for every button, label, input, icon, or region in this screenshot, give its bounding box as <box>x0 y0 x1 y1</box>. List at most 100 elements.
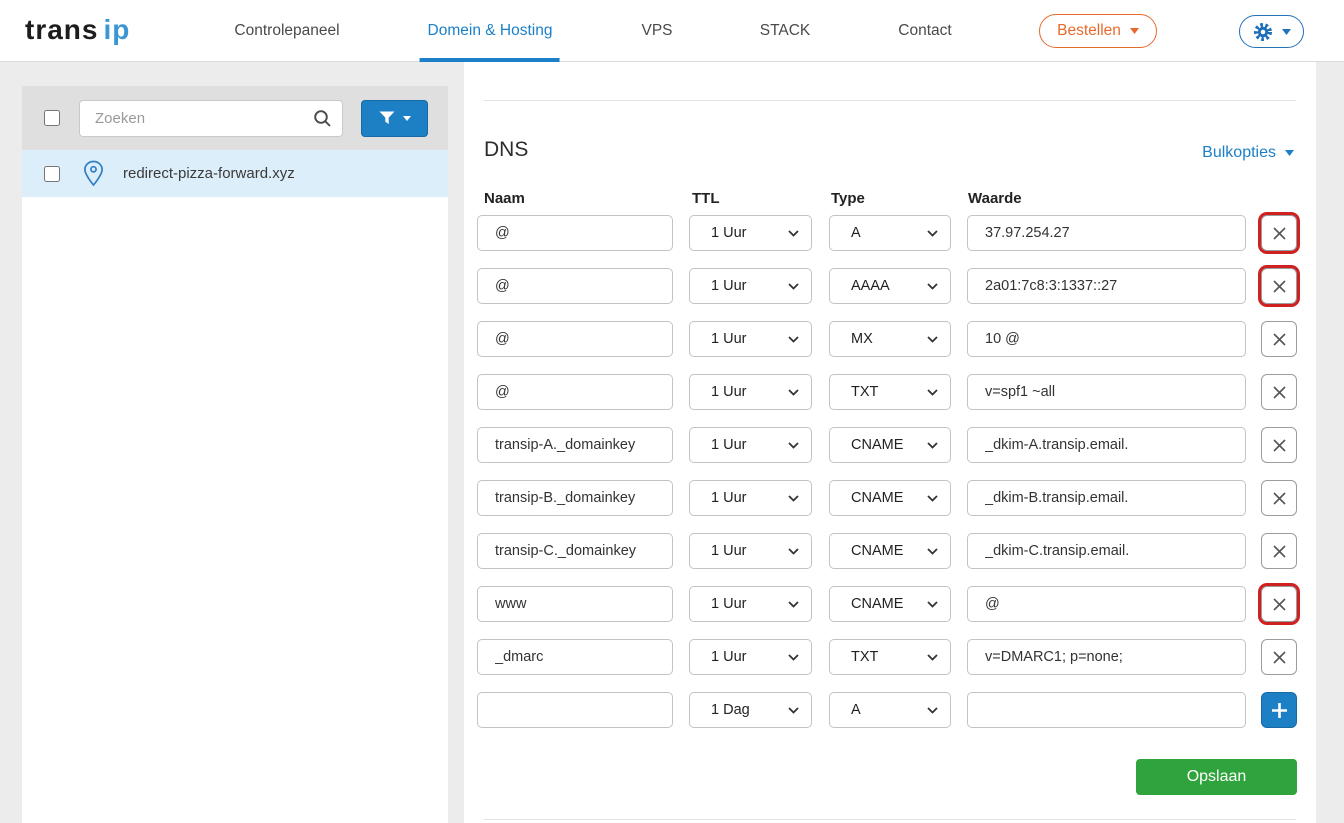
record-value-input[interactable] <box>967 374 1246 410</box>
chevron-down-icon <box>927 494 938 502</box>
delete-record-button[interactable] <box>1261 480 1297 516</box>
bestellen-button[interactable]: Bestellen <box>1039 14 1157 48</box>
record-value-input[interactable] <box>967 533 1246 569</box>
record-ttl-select[interactable]: 1 Uur <box>689 215 812 251</box>
dns-record-row: 1 Uur CNAME <box>477 427 1297 463</box>
record-ttl-select[interactable]: 1 Uur <box>689 639 812 675</box>
delete-record-button[interactable] <box>1261 374 1297 410</box>
record-type-select[interactable]: A <box>829 215 951 251</box>
domain-list-item[interactable]: redirect-pizza-forward.xyz <box>22 150 448 197</box>
gear-icon <box>1253 22 1272 41</box>
bulk-options-link[interactable]: Bulkopties <box>1202 144 1294 162</box>
record-value-input[interactable] <box>967 427 1246 463</box>
type-selected-value: TXT <box>851 649 879 665</box>
new-record-value-input[interactable] <box>967 692 1246 728</box>
add-record-button[interactable] <box>1261 692 1297 728</box>
delete-record-button[interactable] <box>1261 215 1297 251</box>
record-ttl-select[interactable]: 1 Uur <box>689 374 812 410</box>
nav-stack[interactable]: STACK <box>759 22 811 39</box>
nav-contact[interactable]: Contact <box>898 22 952 39</box>
nav-domein-hosting[interactable]: Domein & Hosting <box>427 22 553 39</box>
select-all-checkbox[interactable] <box>44 110 60 126</box>
record-ttl-select[interactable]: 1 Uur <box>689 321 812 357</box>
domain-checkbox[interactable] <box>44 165 60 182</box>
record-ttl-select[interactable]: 1 Uur <box>689 427 812 463</box>
delete-record-button[interactable] <box>1261 639 1297 675</box>
record-name-input[interactable] <box>477 268 673 304</box>
record-type-select[interactable]: MX <box>829 321 951 357</box>
top-header: trans ip Controlepaneel Domein & Hosting … <box>0 0 1344 62</box>
delete-x-icon <box>1272 226 1286 240</box>
ttl-selected-value: 1 Uur <box>711 543 747 559</box>
record-name-input[interactable] <box>477 480 673 516</box>
settings-button[interactable] <box>1239 15 1304 48</box>
nav-controlepaneel[interactable]: Controlepaneel <box>234 22 340 39</box>
record-value-input[interactable] <box>967 215 1246 251</box>
record-type-select[interactable]: CNAME <box>829 480 951 516</box>
chevron-down-icon <box>927 282 938 290</box>
record-ttl-select[interactable]: 1 Uur <box>689 480 812 516</box>
transip-logo[interactable]: trans ip <box>25 14 130 46</box>
column-header-waarde: Waarde <box>968 190 1022 207</box>
record-name-input[interactable] <box>477 374 673 410</box>
type-selected-value: A <box>851 702 861 718</box>
delete-x-icon <box>1272 279 1286 293</box>
record-type-select[interactable]: CNAME <box>829 533 951 569</box>
new-record-ttl-select[interactable]: 1 Dag <box>689 692 812 728</box>
delete-x-icon <box>1272 438 1286 452</box>
record-ttl-select[interactable]: 1 Uur <box>689 533 812 569</box>
dns-record-row: 1 Uur AAAA <box>477 268 1297 304</box>
type-selected-value: MX <box>851 331 873 347</box>
record-value-input[interactable] <box>967 268 1246 304</box>
record-type-select[interactable]: TXT <box>829 374 951 410</box>
delete-record-button[interactable] <box>1261 427 1297 463</box>
search-icon <box>314 109 331 127</box>
filter-button[interactable] <box>361 99 428 137</box>
record-name-input[interactable] <box>477 215 673 251</box>
record-ttl-select[interactable]: 1 Uur <box>689 586 812 622</box>
record-value-input[interactable] <box>967 480 1246 516</box>
record-type-select[interactable]: CNAME <box>829 427 951 463</box>
delete-record-button[interactable] <box>1261 268 1297 304</box>
nav-vps[interactable]: VPS <box>641 22 673 39</box>
record-value-input[interactable] <box>967 639 1246 675</box>
type-selected-value: CNAME <box>851 437 904 453</box>
record-name-input[interactable] <box>477 533 673 569</box>
record-name-input[interactable] <box>477 427 673 463</box>
sidebar-search-bar <box>22 86 448 150</box>
ttl-selected-value: 1 Uur <box>711 649 747 665</box>
record-value-input[interactable] <box>967 321 1246 357</box>
column-header-naam: Naam <box>484 190 525 207</box>
record-type-select[interactable]: AAAA <box>829 268 951 304</box>
record-type-select[interactable]: TXT <box>829 639 951 675</box>
dns-record-row: 1 Uur MX <box>477 321 1297 357</box>
delete-record-button[interactable] <box>1261 586 1297 622</box>
dns-record-row: 1 Uur TXT <box>477 639 1297 675</box>
dns-record-row: 1 Uur TXT <box>477 374 1297 410</box>
record-name-input[interactable] <box>477 639 673 675</box>
record-type-select[interactable]: CNAME <box>829 586 951 622</box>
chevron-down-icon <box>788 388 799 396</box>
filter-funnel-icon <box>379 111 394 124</box>
delete-record-button[interactable] <box>1261 321 1297 357</box>
new-record-type-select[interactable]: A <box>829 692 951 728</box>
save-button[interactable]: Opslaan <box>1136 759 1297 795</box>
delete-x-icon <box>1272 544 1286 558</box>
chevron-down-icon <box>927 600 938 608</box>
search-input[interactable] <box>79 99 343 137</box>
chevron-down-icon <box>927 229 938 237</box>
record-name-input[interactable] <box>477 586 673 622</box>
chevron-down-icon <box>788 706 799 714</box>
chevron-down-icon <box>927 653 938 661</box>
domain-sidebar: redirect-pizza-forward.xyz <box>22 86 448 823</box>
bulk-options-label: Bulkopties <box>1202 144 1276 161</box>
record-ttl-select[interactable]: 1 Uur <box>689 268 812 304</box>
delete-record-button[interactable] <box>1261 533 1297 569</box>
record-value-input[interactable] <box>967 586 1246 622</box>
column-header-type: Type <box>831 190 865 207</box>
new-record-name-input[interactable] <box>477 692 673 728</box>
type-selected-value: A <box>851 225 861 241</box>
ttl-selected-value: 1 Uur <box>711 225 747 241</box>
record-name-input[interactable] <box>477 321 673 357</box>
delete-x-icon <box>1272 385 1286 399</box>
